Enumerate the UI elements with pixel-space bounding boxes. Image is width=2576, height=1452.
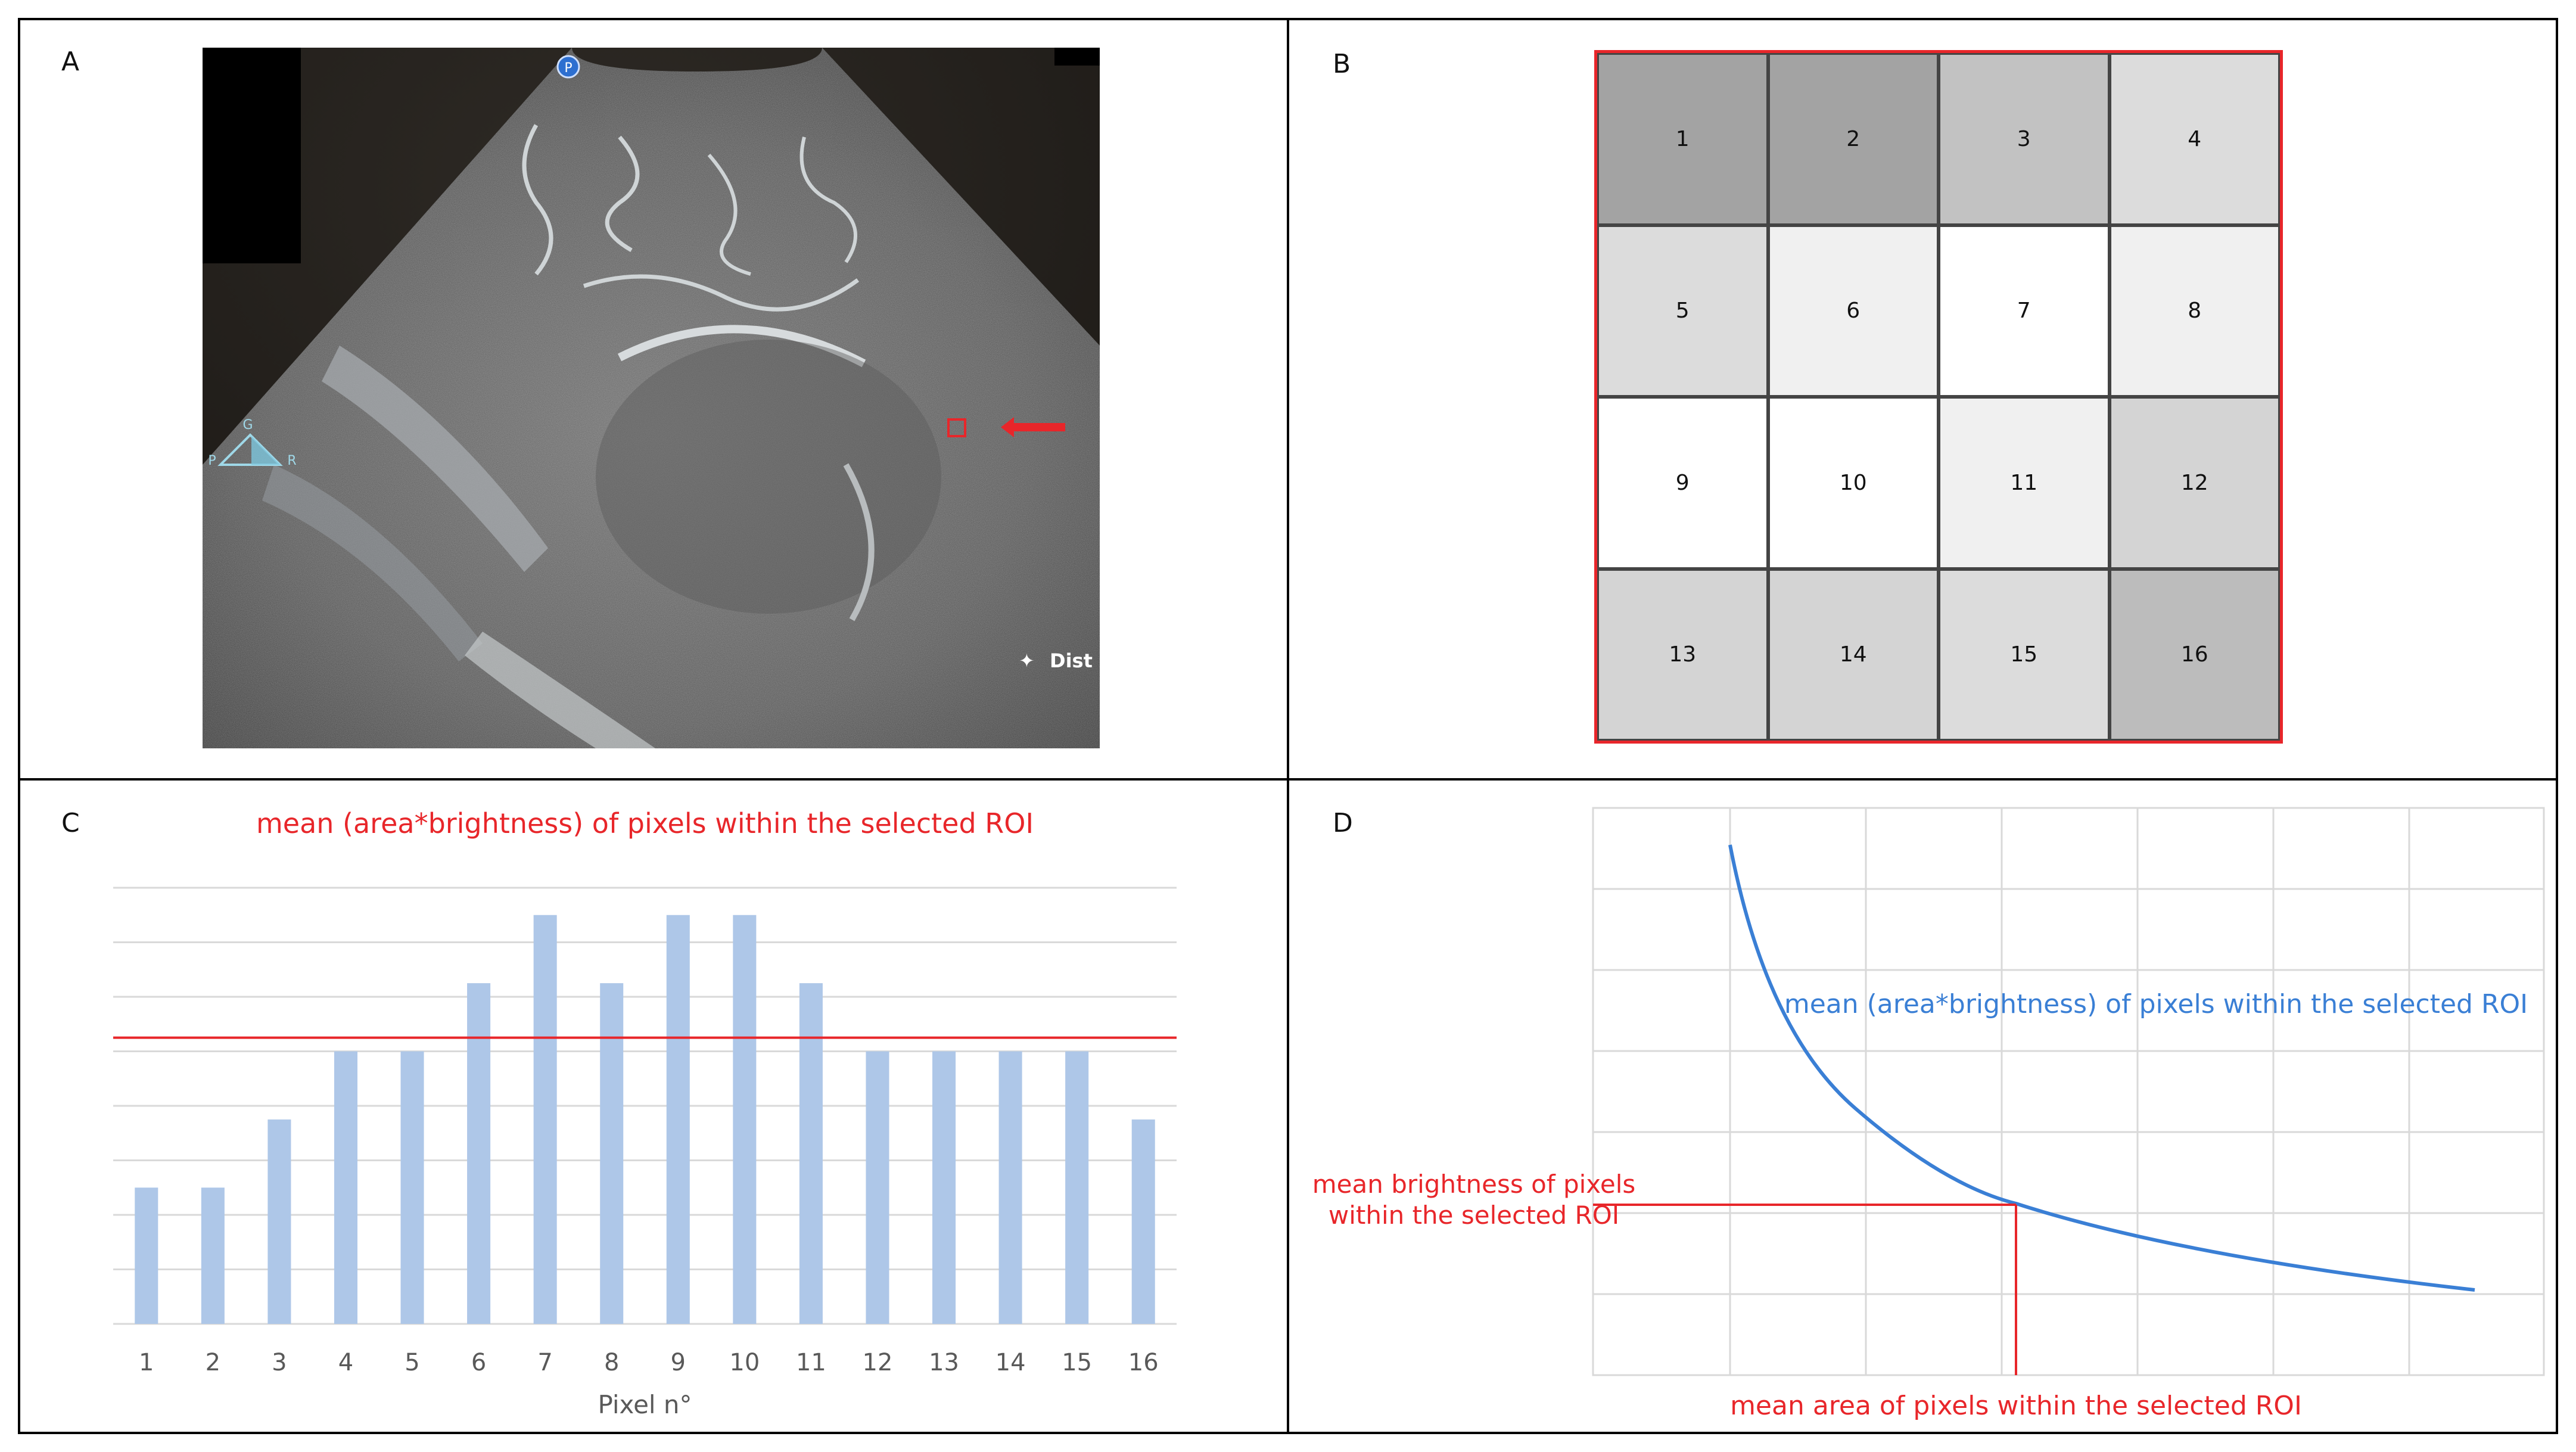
roi-cell: 15 (1939, 568, 2110, 741)
curve-grid (1592, 807, 2545, 1376)
bar (334, 1051, 357, 1324)
frame-left (18, 18, 20, 1434)
panel-a-letter: A (61, 46, 80, 77)
roi-cell: 9 (1597, 397, 1768, 569)
bar (400, 1051, 424, 1324)
roi-cell: 3 (1939, 53, 2110, 225)
bar (932, 1051, 956, 1324)
roi-box (947, 418, 966, 437)
panel-d-letter: D (1333, 808, 1353, 838)
area-label: mean area of pixels within the selected … (1730, 1391, 2302, 1421)
bar (533, 915, 557, 1324)
x-tick-label: 2 (206, 1349, 220, 1376)
bar-chart: mean (area*brightness) of pixels within … (113, 807, 1177, 1419)
bar (467, 983, 491, 1324)
x-tick-label: 1 (139, 1349, 154, 1376)
chart-title: mean (area*brightness) of pixels within … (256, 807, 1034, 840)
bar (733, 915, 757, 1324)
roi-cell: 14 (1768, 568, 1939, 741)
bar (1131, 1119, 1155, 1324)
roi-cell: 8 (2109, 225, 2280, 397)
bar (998, 1051, 1022, 1324)
roi-cell: 4 (2109, 53, 2280, 225)
bar (666, 915, 690, 1324)
x-tick-label: 10 (729, 1349, 760, 1376)
bar (135, 1187, 158, 1324)
ultrasound-image: P G P R ✦ Dist (203, 48, 1100, 748)
roi-cell: 1 (1597, 53, 1768, 225)
bar (799, 983, 823, 1324)
x-tick-label: 5 (405, 1349, 419, 1376)
roi-cell: 5 (1597, 225, 1768, 397)
panel-c-letter: C (61, 808, 80, 838)
brightness-label-line-1: mean brightness of pixels (1312, 1170, 1636, 1199)
panel-b-letter: B (1333, 49, 1351, 79)
x-tick-label: 14 (995, 1349, 1026, 1376)
roi-cell: 13 (1597, 568, 1768, 741)
x-tick-label: 16 (1128, 1349, 1159, 1376)
bar (1065, 1051, 1089, 1324)
x-tick-label: 4 (338, 1349, 353, 1376)
curve-label: mean (area*brightness) of pixels within … (1784, 989, 2528, 1019)
roi-cell: 11 (1939, 397, 2110, 569)
svg-text:✦: ✦ (1019, 649, 1035, 672)
hyperbolic-curve (1728, 844, 2475, 1292)
roi-cell: 10 (1768, 397, 1939, 569)
bar (267, 1119, 291, 1324)
orientation-top-label: G (242, 418, 253, 433)
roi-arrow (1001, 417, 1065, 437)
roi-cell: 16 (2109, 568, 2280, 741)
x-axis-label: Pixel n° (598, 1390, 692, 1419)
orientation-left-label: P (208, 453, 216, 468)
brightness-label-line-2: within the selected ROI (1329, 1201, 1619, 1230)
frame-vertical-divider (1287, 18, 1289, 1434)
x-tick-label: 15 (1062, 1349, 1092, 1376)
x-tick-label: 13 (929, 1349, 959, 1376)
frame-right (2556, 18, 2558, 1434)
roi-cell: 12 (2109, 397, 2280, 569)
roi-pixel-grid: 1 2 3 4 5 6 7 8 9 10 11 12 13 14 15 16 (1594, 50, 2283, 744)
roi-cell: 6 (1768, 225, 1939, 397)
dist-label: Dist (1050, 649, 1093, 672)
x-tick-label: 11 (796, 1349, 826, 1376)
roi-cell: 2 (1768, 53, 1939, 225)
orientation-right-label: R (287, 453, 296, 468)
x-tick-label: 6 (471, 1349, 486, 1376)
x-tick-label: 9 (671, 1349, 686, 1376)
roi-cell: 7 (1939, 225, 2110, 397)
x-tick-label: 8 (604, 1349, 619, 1376)
curve-diagram: mean (area*brightness) of pixels within … (1312, 807, 2545, 1421)
x-tick-label: 3 (272, 1349, 287, 1376)
bar (201, 1187, 225, 1324)
x-tick-label: 7 (537, 1349, 552, 1376)
probe-marker-label: P (564, 61, 572, 76)
frame-horizontal-divider (18, 778, 2558, 781)
x-tick-label: 12 (863, 1349, 893, 1376)
bar (866, 1051, 889, 1324)
bar (600, 983, 624, 1324)
